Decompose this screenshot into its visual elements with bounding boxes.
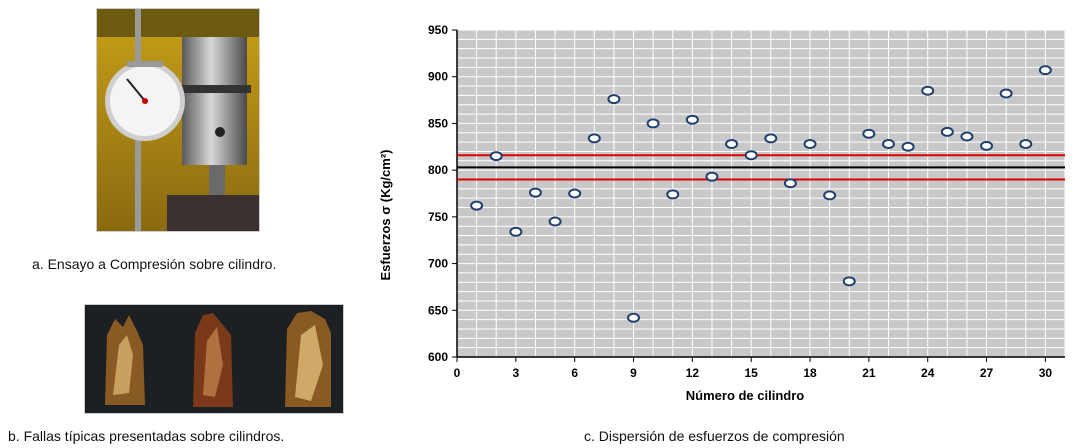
data-point (685, 114, 699, 125)
data-point (548, 216, 562, 227)
data-point (921, 85, 935, 96)
x-tick-label: 24 (921, 366, 935, 380)
data-point (528, 187, 542, 198)
data-point (744, 150, 758, 161)
data-point (725, 138, 739, 149)
data-point (646, 118, 660, 129)
data-point (489, 151, 503, 162)
data-point (940, 126, 954, 137)
data-point (607, 94, 621, 105)
caption-c: c. Dispersión de esfuerzos de compresión (584, 428, 845, 444)
caption-b: b. Fallas típicas presentadas sobre cili… (8, 428, 285, 444)
data-point (881, 138, 895, 149)
x-tick-label: 0 (454, 366, 461, 380)
data-point (568, 188, 582, 199)
data-point (901, 141, 915, 152)
y-tick-label: 700 (428, 257, 448, 271)
data-point (587, 133, 601, 144)
y-tick-label: 750 (428, 210, 448, 224)
x-tick-label: 27 (980, 366, 994, 380)
plot-background (457, 30, 1065, 357)
y-tick-label: 650 (428, 303, 448, 317)
y-tick-label: 900 (428, 70, 448, 84)
gridlines (456, 29, 1066, 358)
x-tick-label: 9 (630, 366, 637, 380)
data-point (509, 226, 523, 237)
data-point (470, 200, 484, 211)
data-point (862, 128, 876, 139)
y-tick-label: 850 (428, 116, 448, 130)
compression-test-image (97, 9, 259, 231)
y-tick-label: 600 (428, 350, 448, 364)
tick-labels: 600 650 700 750 800 850 900 950 0 3 6 9 12 15 18 21 24 27… (428, 23, 1052, 380)
axes (456, 30, 1065, 358)
x-axis-label: Número de cilindro (686, 388, 805, 403)
x-tick-label: 12 (686, 366, 700, 380)
x-tick-label: 21 (862, 366, 876, 380)
data-point (980, 140, 994, 151)
data-point (666, 189, 680, 200)
y-tick-label: 950 (428, 23, 448, 37)
data-point (705, 171, 719, 182)
x-tick-label: 3 (512, 366, 519, 380)
x-tick-label: 30 (1039, 366, 1053, 380)
failed-cylinders-image (85, 305, 343, 413)
data-point (960, 131, 974, 142)
reference-lines (457, 154, 1065, 181)
data-point (823, 190, 837, 201)
data-point (783, 178, 797, 189)
caption-a: a. Ensayo a Compresión sobre cilindro. (32, 256, 277, 272)
data-point (627, 312, 641, 323)
data-point (764, 133, 778, 144)
data-point (999, 88, 1013, 99)
data-point (1019, 138, 1033, 149)
x-tick-label: 15 (745, 366, 759, 380)
data-point (803, 138, 817, 149)
data-point (1038, 65, 1052, 76)
y-tick-label: 800 (428, 163, 448, 177)
plot-area (457, 30, 1065, 357)
x-tick-label: 18 (803, 366, 817, 380)
data-points (470, 65, 1052, 323)
data-point (842, 276, 856, 287)
failed-cylinders-photo (84, 304, 344, 414)
y-axis-label: Esfuerzos σ (Kg/cm²) (378, 150, 393, 281)
x-tick-label: 6 (571, 366, 578, 380)
compression-test-photo (96, 8, 260, 232)
